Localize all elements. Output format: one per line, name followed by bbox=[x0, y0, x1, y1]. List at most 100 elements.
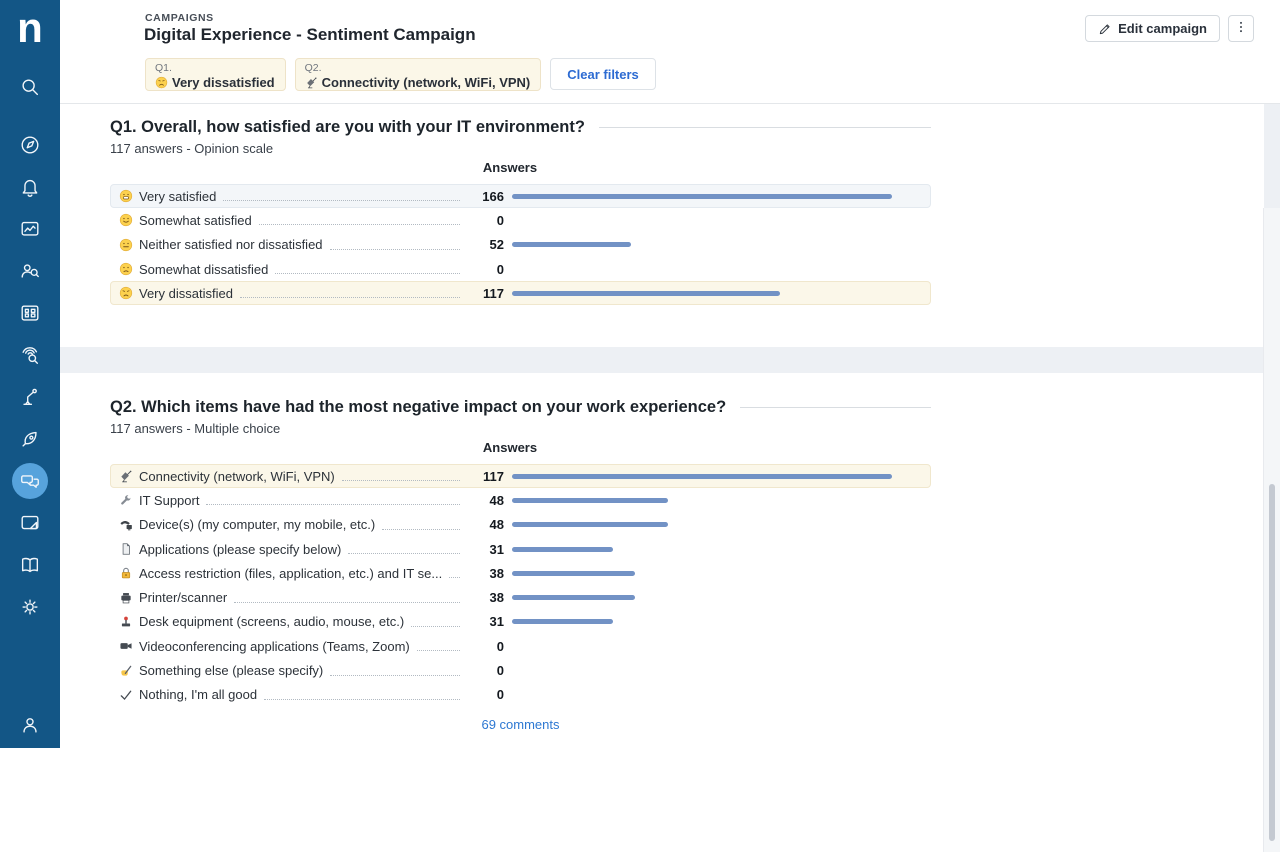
answers-column-header: Answers bbox=[482, 160, 538, 175]
dotted-leader bbox=[329, 240, 460, 250]
answer-row[interactable]: Very dissatisfied 117 bbox=[110, 281, 931, 306]
dotted-leader bbox=[223, 191, 460, 202]
answer-row[interactable]: Neither satisfied nor dissatisfied 52 bbox=[110, 233, 931, 257]
answer-bar bbox=[512, 290, 780, 296]
answer-row[interactable]: Desk equipment (screens, audio, mouse, e… bbox=[110, 610, 931, 634]
main-content: Q1. Overall, how satisfied are you with … bbox=[60, 104, 1280, 852]
answer-row[interactable]: IT Support 48 bbox=[110, 488, 931, 512]
answer-count: 0 bbox=[496, 687, 504, 703]
filter-chip-label: Very dissatisfied bbox=[155, 75, 275, 90]
sidebar-item-workforce[interactable] bbox=[19, 260, 41, 282]
answer-count: 0 bbox=[496, 261, 504, 277]
bar-track bbox=[512, 619, 892, 625]
answer-bar bbox=[512, 522, 668, 528]
apps-grid-icon bbox=[19, 302, 41, 324]
answer-bar bbox=[512, 570, 635, 576]
answer-count: 31 bbox=[489, 614, 504, 630]
answer-row[interactable]: Device(s) (my computer, my mobile, etc.)… bbox=[110, 513, 931, 537]
answer-count: 0 bbox=[496, 663, 504, 679]
question-card-1: Q1. Overall, how satisfied are you with … bbox=[60, 104, 1264, 347]
dotted-leader bbox=[239, 288, 460, 299]
sidebar-item-settings[interactable] bbox=[19, 596, 41, 618]
answer-label: Printer/scanner bbox=[139, 590, 228, 606]
question-meta: 117 answers - Opinion scale bbox=[110, 141, 274, 156]
dotted-leader bbox=[411, 617, 460, 627]
filter-bar: Q1. Very dissatisfied Q2. Connectivity (net… bbox=[145, 58, 656, 91]
answer-row[interactable]: Something else (please specify) 0 bbox=[110, 658, 931, 682]
question-title: Q1. Overall, how satisfied are you with … bbox=[110, 118, 585, 136]
lock-icon bbox=[118, 565, 134, 581]
answer-row[interactable]: Printer/scanner 38 bbox=[110, 585, 931, 609]
document-icon bbox=[118, 541, 134, 557]
sidebar-item-applications[interactable] bbox=[19, 302, 41, 324]
filter-chip-1[interactable]: Q1. Very dissatisfied bbox=[145, 58, 286, 91]
answer-row[interactable]: Connectivity (network, WiFi, VPN) 117 bbox=[110, 464, 931, 489]
answer-row[interactable]: Nothing, I'm all good 0 bbox=[110, 683, 931, 707]
comments-link[interactable]: 69 comments bbox=[481, 716, 560, 732]
answer-label: Somewhat satisfied bbox=[139, 212, 252, 228]
dotted-leader bbox=[348, 544, 460, 555]
printer-icon bbox=[118, 590, 134, 606]
person-icon bbox=[19, 718, 41, 740]
answer-label: Connectivity (network, WiFi, VPN) bbox=[139, 468, 335, 484]
sidebar-item-automation[interactable] bbox=[19, 386, 41, 408]
filter-chip-2[interactable]: Q2. Connectivity (network, WiFi, VPN) bbox=[294, 58, 542, 91]
answer-row[interactable]: Very satisfied 166 bbox=[110, 184, 931, 209]
sidebar-item-designer[interactable] bbox=[19, 512, 41, 534]
sidebar-item-investigations[interactable] bbox=[19, 344, 41, 366]
answer-label: Somewhat dissatisfied bbox=[139, 261, 269, 277]
scrollbar-thumb[interactable] bbox=[1269, 484, 1275, 841]
answer-bar bbox=[512, 619, 613, 625]
brand-logo[interactable]: n bbox=[17, 4, 43, 51]
sidebar-item-notifications[interactable] bbox=[19, 176, 41, 198]
chat-bubbles-icon bbox=[19, 470, 41, 492]
filter-chip-text: Connectivity (network, WiFi, VPN) bbox=[321, 75, 531, 90]
breadcrumb: CAMPAIGNS bbox=[145, 12, 214, 24]
clear-filters-button[interactable]: Clear filters bbox=[550, 58, 656, 90]
answer-count: 0 bbox=[496, 638, 504, 654]
answer-row[interactable]: Somewhat satisfied 0 bbox=[110, 208, 931, 232]
sidebar-item-library[interactable] bbox=[19, 554, 41, 576]
frown-face bbox=[118, 261, 134, 277]
dotted-leader bbox=[382, 520, 460, 530]
neutral-face bbox=[118, 237, 134, 253]
answer-count: 166 bbox=[482, 188, 504, 204]
answer-label: Very satisfied bbox=[139, 188, 217, 204]
answer-label: IT Support bbox=[139, 492, 200, 508]
sidebar-item-discover[interactable] bbox=[19, 134, 41, 156]
sad-face bbox=[155, 76, 168, 89]
sidebar-item-getting-started[interactable] bbox=[19, 428, 41, 450]
sidebar-item-dashboards[interactable] bbox=[19, 218, 41, 240]
pencil-icon bbox=[1098, 22, 1112, 36]
writing-hand-icon bbox=[118, 663, 134, 679]
dotted-leader bbox=[330, 666, 460, 676]
check-icon bbox=[118, 687, 134, 703]
header-actions: Edit campaign bbox=[1085, 15, 1254, 42]
answer-count: 0 bbox=[496, 212, 504, 228]
answer-rows: Very satisfied 166 Somewhat satisfied 0 Neit… bbox=[110, 184, 931, 306]
answer-row[interactable]: Access restriction (files, application, … bbox=[110, 561, 931, 585]
sidebar-item-search[interactable] bbox=[19, 76, 41, 98]
answer-rows: Connectivity (network, WiFi, VPN) 117 IT S… bbox=[110, 464, 931, 707]
sidebar-item-campaigns[interactable] bbox=[12, 463, 48, 499]
answer-row[interactable]: Videoconferencing applications (Teams, Z… bbox=[110, 634, 931, 658]
people-search-icon bbox=[19, 260, 41, 282]
scrollbar-track[interactable] bbox=[1263, 208, 1280, 852]
answer-bar bbox=[512, 595, 635, 601]
search-icon bbox=[19, 76, 41, 98]
dotted-leader bbox=[234, 593, 460, 603]
more-options-button[interactable] bbox=[1228, 15, 1254, 42]
phone-device-icon bbox=[118, 517, 134, 533]
fingerprint-search-icon bbox=[19, 344, 41, 366]
bar-track bbox=[512, 497, 892, 503]
answer-label: Access restriction (files, application, … bbox=[139, 565, 443, 581]
answers-column-header: Answers bbox=[482, 440, 538, 455]
edit-campaign-button[interactable]: Edit campaign bbox=[1085, 15, 1220, 42]
answer-label: Device(s) (my computer, my mobile, etc.) bbox=[139, 517, 376, 533]
satellite-icon bbox=[305, 76, 318, 89]
answer-row[interactable]: Applications (please specify below) 31 bbox=[110, 537, 931, 561]
answer-label: Desk equipment (screens, audio, mouse, e… bbox=[139, 614, 405, 630]
dashboard-icon bbox=[19, 218, 41, 240]
answer-row[interactable]: Somewhat dissatisfied 0 bbox=[110, 257, 931, 281]
sidebar-item-account[interactable] bbox=[19, 714, 41, 736]
